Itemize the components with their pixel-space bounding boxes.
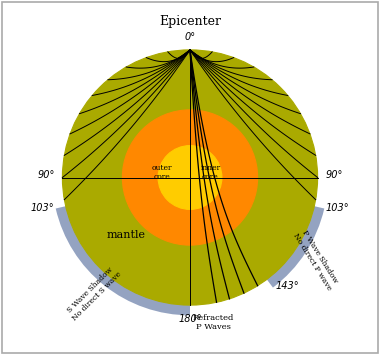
Wedge shape — [190, 178, 324, 288]
Wedge shape — [56, 178, 190, 315]
Circle shape — [158, 146, 222, 209]
Text: 90°: 90° — [325, 170, 343, 180]
Circle shape — [62, 50, 318, 305]
Text: P Wave Shadow
No direct P wave: P Wave Shadow No direct P wave — [291, 227, 341, 292]
Text: inner
core: inner core — [200, 164, 220, 181]
Text: mantle: mantle — [107, 230, 146, 240]
Circle shape — [122, 110, 258, 245]
Text: Epicenter: Epicenter — [159, 15, 221, 28]
Text: Refracted
P Waves: Refracted P Waves — [192, 314, 234, 331]
Text: 0°: 0° — [184, 32, 196, 42]
Text: 180°: 180° — [178, 314, 202, 324]
Text: 103°: 103° — [31, 203, 54, 213]
Text: S Wave Shadow
No direct S wave: S Wave Shadow No direct S wave — [64, 263, 123, 322]
Text: outer
core: outer core — [152, 164, 172, 181]
Text: 103°: 103° — [326, 203, 349, 213]
Text: 143°: 143° — [275, 280, 299, 290]
Text: 90°: 90° — [37, 170, 55, 180]
